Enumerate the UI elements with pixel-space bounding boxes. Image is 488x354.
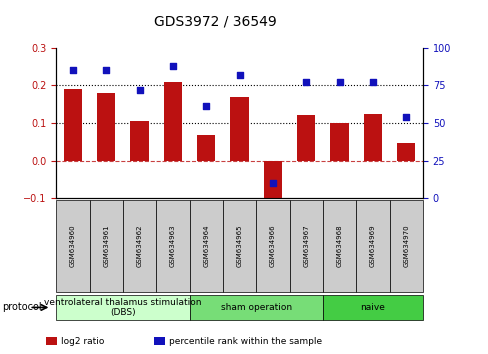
Point <box>235 72 243 78</box>
Bar <box>130 121 148 161</box>
Text: percentile rank within the sample: percentile rank within the sample <box>168 337 321 346</box>
Text: GSM634968: GSM634968 <box>336 225 342 267</box>
Bar <box>97 93 115 161</box>
Text: protocol: protocol <box>2 302 42 313</box>
Bar <box>63 89 82 161</box>
Text: GSM634965: GSM634965 <box>236 225 242 267</box>
Bar <box>363 114 381 161</box>
Point <box>268 181 276 186</box>
Bar <box>163 82 182 161</box>
Text: GSM634966: GSM634966 <box>269 225 275 267</box>
Point <box>69 68 77 73</box>
Text: GSM634964: GSM634964 <box>203 225 209 267</box>
Bar <box>330 123 348 161</box>
Bar <box>396 143 415 161</box>
Bar <box>197 135 215 161</box>
Text: GSM634970: GSM634970 <box>403 225 408 267</box>
Text: GDS3972 / 36549: GDS3972 / 36549 <box>153 14 276 28</box>
Text: GSM634960: GSM634960 <box>70 225 76 267</box>
Text: GSM634963: GSM634963 <box>170 225 176 267</box>
Point <box>335 80 343 85</box>
Bar <box>297 115 315 161</box>
Text: GSM634969: GSM634969 <box>369 225 375 267</box>
Text: GSM634961: GSM634961 <box>103 225 109 267</box>
Point <box>135 87 143 93</box>
Text: log2 ratio: log2 ratio <box>61 337 104 346</box>
Text: sham operation: sham operation <box>220 303 291 312</box>
Point <box>169 63 177 69</box>
Point <box>102 68 110 73</box>
Text: GSM634962: GSM634962 <box>136 225 142 267</box>
Point <box>402 114 409 120</box>
Bar <box>263 161 282 200</box>
Text: GSM634967: GSM634967 <box>303 225 308 267</box>
Point <box>202 104 210 109</box>
Text: ventrolateral thalamus stimulation
(DBS): ventrolateral thalamus stimulation (DBS) <box>44 298 201 317</box>
Point <box>368 80 376 85</box>
Bar <box>230 97 248 161</box>
Point <box>302 80 309 85</box>
Text: naive: naive <box>360 303 385 312</box>
